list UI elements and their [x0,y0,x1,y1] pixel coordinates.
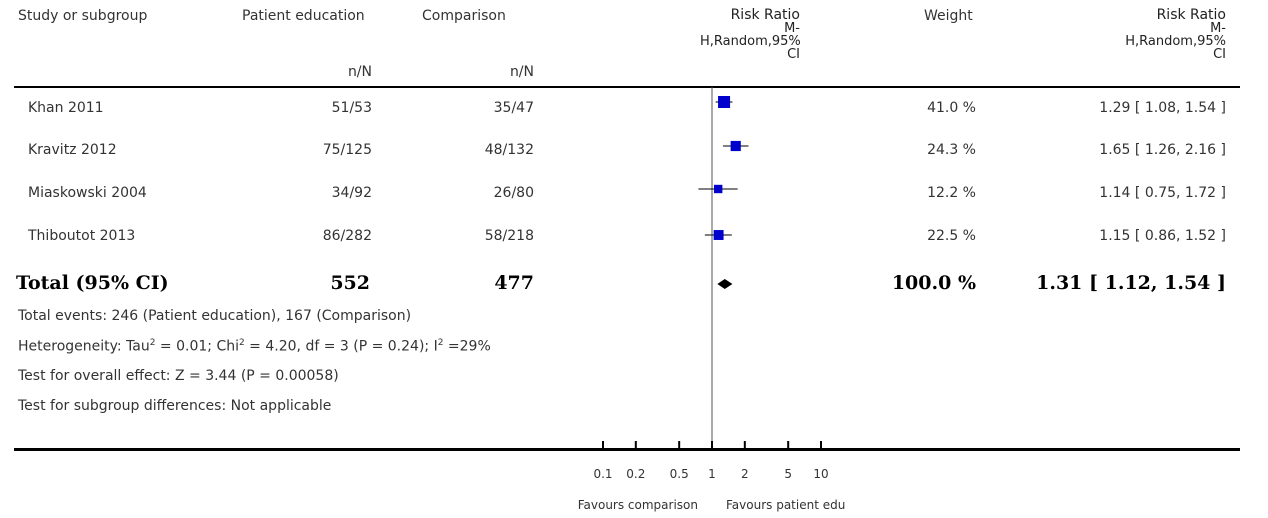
study-name: Kravitz 2012 [28,142,117,158]
header-rr-text-line2: M- [1210,21,1226,36]
tick-label: 5 [784,467,792,481]
total-weight: 100.0 % [891,272,976,294]
favours-right-label: Favours patient edu [726,498,845,512]
study-patient-education: 86/282 [322,228,372,244]
effect-marker [730,140,741,152]
study-comparison: 48/132 [484,142,534,158]
study-patient-education: 34/92 [331,185,372,201]
study-ci-text: 1.14 [ 0.75, 1.72 ] [1099,185,1226,201]
study-weight: 41.0 % [927,100,976,116]
het-sup-1: 2 [149,338,156,348]
study-weight: 24.3 % [927,142,976,158]
effect-marker [714,184,723,194]
study-patient-education: 75/125 [322,142,372,158]
tick-label: 1 [708,467,716,481]
study-name: Miaskowski 2004 [28,185,147,201]
study-ci-text: 1.65 [ 1.26, 2.16 ] [1099,142,1226,158]
bottom-divider [14,448,1240,451]
total-ci-text: 1.31 [ 1.12, 1.54 ] [1036,272,1226,294]
study-comparison: 35/47 [493,100,534,116]
header-rr-plot-line4: CI [787,47,800,62]
header-comparison: Comparison [422,8,506,24]
header-rr-text-line4: CI [1213,47,1226,62]
header-rr-plot-line2: M- [784,21,800,36]
tick-label: 10 [813,467,828,481]
header-rr-plot-line1: Risk Ratio [730,7,800,23]
heterogeneity: Heterogeneity: Tau2 = 0.01; Chi2 = 4.20,… [18,338,491,355]
effect-marker [713,230,724,240]
het-part-b: = 0.01; Chi [155,338,239,355]
het-part-a: Heterogeneity: Tau [18,338,150,355]
header-risk-ratio-text: Risk Ratio M- H,Random,95% CI [1120,7,1226,62]
study-ci-text: 1.29 [ 1.08, 1.54 ] [1099,100,1226,116]
header-rr-plot-line3: H,Random,95% [700,34,801,49]
overall-effect: Test for overall effect: Z = 3.44 (P = 0… [18,368,339,384]
study-weight: 22.5 % [927,228,976,244]
total-diamond [717,279,733,289]
tick-label: 0.2 [626,467,645,481]
study-name: Thiboutot 2013 [28,228,136,244]
tick-label: 2 [741,467,749,481]
study-comparison: 58/218 [484,228,534,244]
header-weight: Weight [924,8,973,24]
favours-left-label: Favours comparison [578,498,698,512]
header-study: Study or subgroup [18,8,148,24]
header-patient-education: Patient education [242,8,365,24]
total-comparison: 477 [494,272,534,294]
total-patient-education: 552 [330,272,370,294]
study-weight: 12.2 % [927,185,976,201]
het-sup-2: 2 [239,338,245,348]
subgroup-differences: Test for subgroup differences: Not appli… [18,398,332,414]
tick-label: 0.1 [593,467,612,481]
effect-marker [718,95,731,109]
total-events: Total events: 246 (Patient education), 1… [18,308,412,324]
header-rr-text-line3: H,Random,95% [1125,34,1226,49]
total-label: Total (95% CI) [16,272,169,294]
study-name: Khan 2011 [28,100,104,116]
header-risk-ratio-plot: Risk Ratio M- H,Random,95% CI [700,7,801,62]
tick-label: 0.5 [670,467,689,481]
het-part-c: = 4.20, df = 3 (P = 0.24); I [244,338,438,355]
het-part-d: =29% [443,338,491,355]
header-nN-comparison: n/N [509,64,534,80]
header-divider [14,86,1240,88]
study-patient-education: 51/53 [331,100,372,116]
study-ci-text: 1.15 [ 0.86, 1.52 ] [1099,228,1226,244]
study-comparison: 26/80 [493,185,534,201]
het-sup-3: 2 [437,338,444,348]
header-rr-text-line1: Risk Ratio [1156,7,1226,23]
header-nN-patient-education: n/N [347,64,372,80]
